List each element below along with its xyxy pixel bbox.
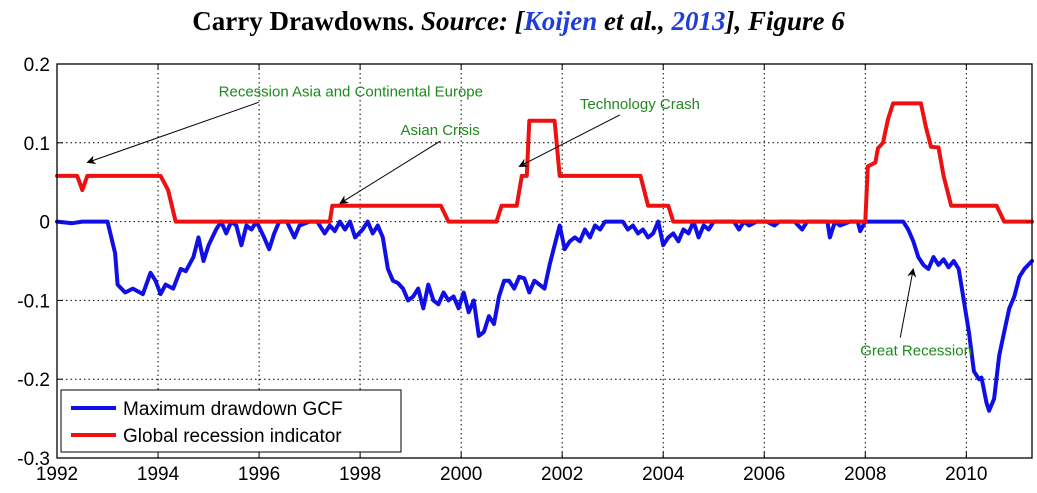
title-year-link[interactable]: 2013 xyxy=(671,6,726,36)
annotation-layer: Recession Asia and Continental Europe Asi… xyxy=(86,83,972,360)
title-etal: et al., xyxy=(597,6,672,36)
x-tick-label: 2008 xyxy=(844,464,886,485)
legend-box xyxy=(60,389,402,453)
title-source-label: Source: [ xyxy=(420,6,524,36)
annotation-arrow xyxy=(339,140,441,204)
series-layer xyxy=(55,101,1034,413)
x-tick-label: 1998 xyxy=(339,464,381,485)
annotation-arrow xyxy=(86,101,259,165)
chart-title: Carry Drawdowns. Source: [Koijen et al.,… xyxy=(0,6,1037,37)
y-tick-label: 0.2 xyxy=(24,55,50,76)
y-tick-label: -0.2 xyxy=(17,370,50,391)
legend: Maximum drawdown GCF Global recession ind… xyxy=(60,389,402,453)
tick-layer: 1992 1994 1996 1998 2000 2002 2004 2006 2008 2010… xyxy=(17,55,1032,485)
y-tick-label: 0 xyxy=(39,213,50,234)
legend-label: Maximum drawdown GCF xyxy=(123,399,343,420)
x-tick-label: 2004 xyxy=(642,464,685,485)
y-tick-label: -0.3 xyxy=(17,449,50,470)
annotation-label: Asian Crisis xyxy=(401,122,480,139)
x-tick-label: 2006 xyxy=(743,464,785,485)
title-author-link[interactable]: Koijen xyxy=(523,6,598,36)
x-tick-label: 1996 xyxy=(238,464,280,485)
legend-label: Global recession indicator xyxy=(123,426,342,447)
x-tick-label: 1992 xyxy=(36,464,78,485)
annotation-label: Great Recession xyxy=(860,343,972,360)
annotation-arrow xyxy=(518,114,621,167)
y-tick-label: 0.1 xyxy=(24,134,50,155)
title-figure: ], Figure 6 xyxy=(725,6,845,36)
series-line-drawdown xyxy=(55,219,1034,413)
annotation-arrow xyxy=(899,267,917,338)
x-tick-label: 2002 xyxy=(541,464,583,485)
annotation-label: Technology Crash xyxy=(580,96,700,113)
plot-frame xyxy=(56,63,1033,459)
y-tick-label: -0.1 xyxy=(17,291,50,312)
x-tick-label: 2010 xyxy=(945,464,987,485)
x-tick-label: 1994 xyxy=(137,464,180,485)
title-bold: Carry Drawdowns. xyxy=(192,6,415,36)
series-line-recession xyxy=(55,101,1034,224)
x-tick-label: 2000 xyxy=(440,464,482,485)
annotation-label: Recession Asia and Continental Europe xyxy=(219,83,483,100)
